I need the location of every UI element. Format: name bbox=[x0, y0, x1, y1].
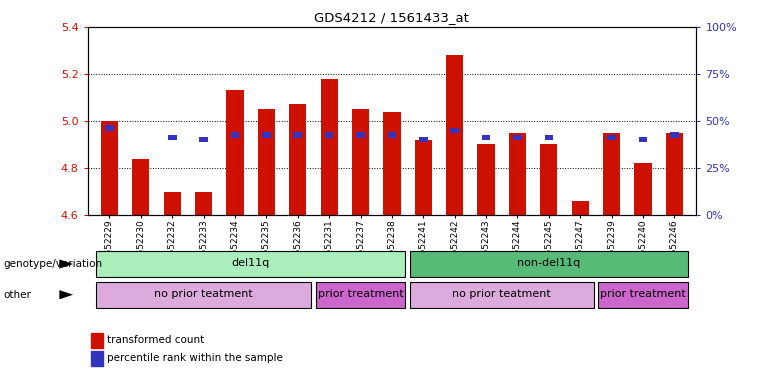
Bar bbox=[356, 132, 365, 137]
Bar bbox=[316, 282, 406, 308]
Bar bbox=[410, 282, 594, 308]
Bar bbox=[509, 133, 526, 215]
Bar bbox=[262, 132, 271, 137]
Bar bbox=[670, 132, 679, 137]
Bar bbox=[132, 159, 149, 215]
Bar bbox=[666, 133, 683, 215]
Bar bbox=[419, 137, 428, 142]
Bar bbox=[540, 144, 558, 215]
Bar bbox=[105, 126, 114, 131]
Bar bbox=[607, 135, 616, 140]
Text: genotype/variation: genotype/variation bbox=[4, 259, 103, 269]
Bar bbox=[294, 132, 302, 137]
Text: no prior teatment: no prior teatment bbox=[154, 289, 253, 299]
Bar bbox=[231, 132, 239, 137]
Text: no prior teatment: no prior teatment bbox=[452, 289, 551, 299]
Bar bbox=[635, 163, 651, 215]
Bar bbox=[352, 109, 369, 215]
Text: non-del11q: non-del11q bbox=[517, 258, 581, 268]
Polygon shape bbox=[59, 260, 73, 269]
Text: del11q: del11q bbox=[231, 258, 270, 268]
Bar bbox=[603, 133, 620, 215]
Bar bbox=[199, 137, 208, 142]
Title: GDS4212 / 1561433_at: GDS4212 / 1561433_at bbox=[314, 11, 470, 24]
Bar bbox=[410, 251, 688, 277]
Bar bbox=[513, 135, 522, 140]
Bar bbox=[91, 333, 103, 348]
Bar bbox=[545, 135, 553, 140]
Bar bbox=[446, 55, 463, 215]
Bar bbox=[96, 251, 406, 277]
Bar bbox=[384, 111, 400, 215]
Bar bbox=[638, 137, 648, 142]
Bar bbox=[320, 79, 338, 215]
Text: prior treatment: prior treatment bbox=[600, 289, 686, 299]
Bar bbox=[91, 351, 103, 366]
Bar bbox=[101, 121, 118, 215]
Bar bbox=[96, 282, 311, 308]
Bar bbox=[289, 104, 307, 215]
Bar bbox=[258, 109, 275, 215]
Bar bbox=[415, 140, 432, 215]
Text: prior treatment: prior treatment bbox=[317, 289, 403, 299]
Bar bbox=[168, 135, 177, 140]
Text: percentile rank within the sample: percentile rank within the sample bbox=[107, 353, 282, 363]
Bar bbox=[164, 192, 181, 215]
Bar bbox=[451, 128, 459, 133]
Bar bbox=[226, 90, 244, 215]
Bar bbox=[598, 282, 688, 308]
Bar bbox=[477, 144, 495, 215]
Bar bbox=[195, 192, 212, 215]
Bar bbox=[325, 132, 333, 137]
Bar bbox=[482, 135, 490, 140]
Bar bbox=[572, 201, 589, 215]
Bar bbox=[387, 132, 396, 137]
Text: other: other bbox=[4, 290, 32, 300]
Text: transformed count: transformed count bbox=[107, 335, 204, 345]
Polygon shape bbox=[59, 290, 73, 300]
